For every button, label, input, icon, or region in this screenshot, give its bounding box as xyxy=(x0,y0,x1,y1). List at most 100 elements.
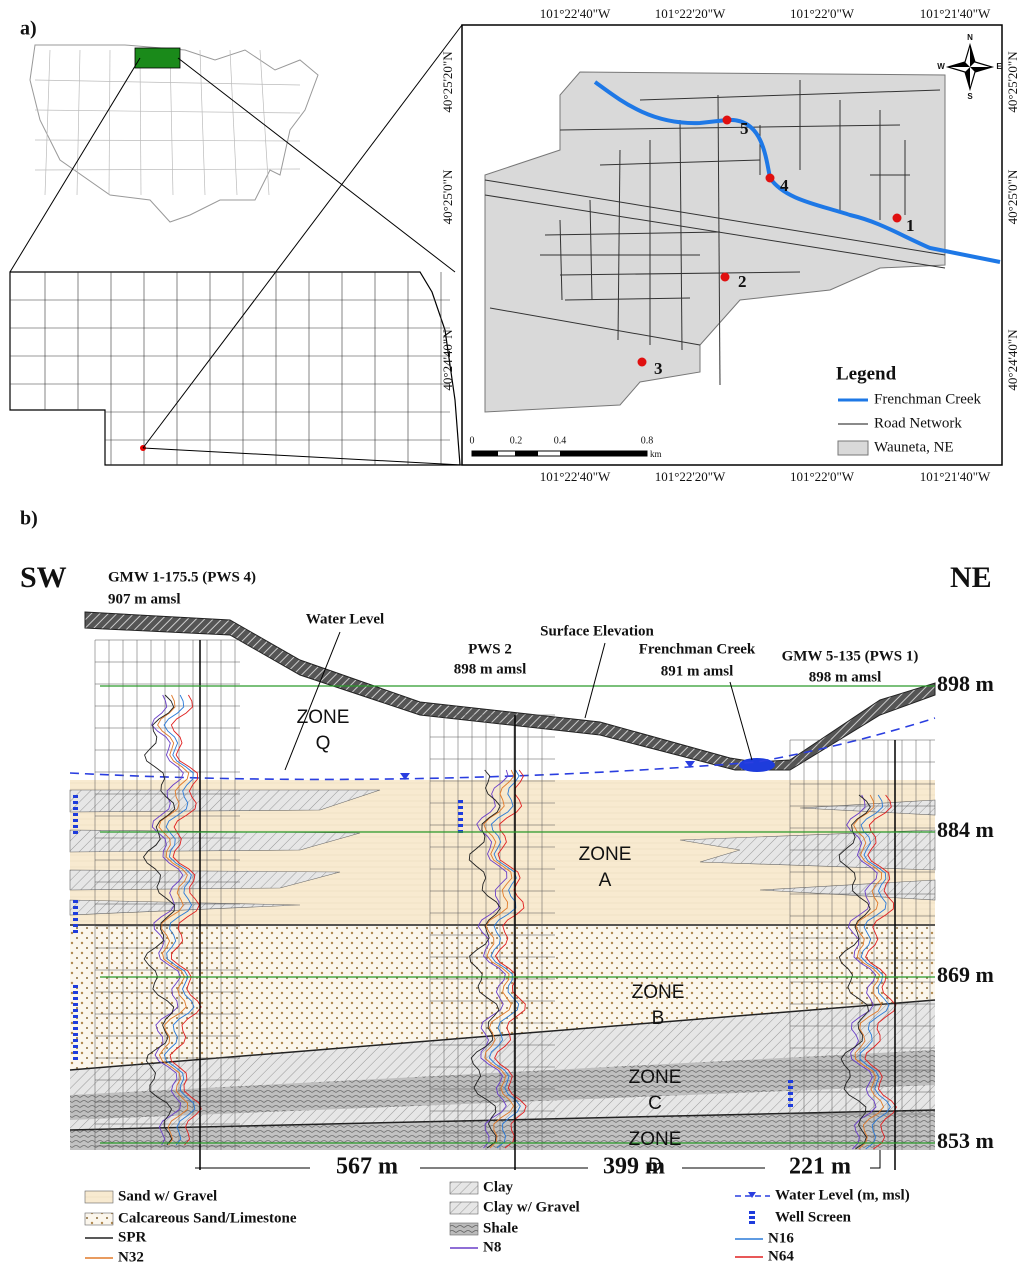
us-outline xyxy=(30,45,318,222)
latitude-label: 40°25'0"N xyxy=(440,169,455,224)
well-screen xyxy=(788,1092,793,1095)
legend-title: Legend xyxy=(836,363,897,384)
scale-label: 0.2 xyxy=(510,435,523,446)
zone-label: A xyxy=(599,870,612,891)
elevation-label: 884 m xyxy=(937,817,994,842)
legend-item: Clay w/ Gravel xyxy=(483,1199,580,1215)
annotation: 898 m amsl xyxy=(809,669,882,685)
well-screen xyxy=(788,1086,793,1089)
panel-label: b) xyxy=(20,508,38,530)
annotation: Water Level xyxy=(306,611,384,627)
legend-item: N8 xyxy=(483,1239,501,1255)
compass-label: S xyxy=(967,92,973,101)
well-screen xyxy=(73,813,78,816)
well-screen xyxy=(73,1015,78,1018)
zone-label: B xyxy=(652,1008,665,1029)
figure: a)12345101°22'40"W101°22'40"W101°22'20"W… xyxy=(0,0,1025,1268)
well-marker xyxy=(638,358,647,367)
well-screen xyxy=(73,1021,78,1024)
compass-label: E xyxy=(996,62,1002,71)
well-screen xyxy=(73,924,78,927)
annotation: 907 m amsl xyxy=(108,591,181,607)
legend-item: Sand w/ Gravel xyxy=(118,1188,217,1204)
well-label: 2 xyxy=(738,272,747,291)
legend-swatch xyxy=(748,1192,756,1198)
latitude-label: 40°24'40"N xyxy=(1005,329,1020,391)
well-screen xyxy=(788,1098,793,1101)
well-screen xyxy=(73,825,78,828)
annotation: 891 m amsl xyxy=(661,663,734,679)
legend-item: SPR xyxy=(118,1229,147,1245)
creek-water xyxy=(739,758,775,772)
well-screen xyxy=(73,918,78,921)
latitude-label: 40°25'0"N xyxy=(1005,169,1020,224)
well-screen xyxy=(788,1104,793,1107)
legend-item: Clay xyxy=(483,1179,514,1195)
well-screen xyxy=(73,1009,78,1012)
well-screen xyxy=(73,807,78,810)
well-label: 1 xyxy=(906,216,915,235)
well-screen xyxy=(73,1033,78,1036)
distance-label: 399 m xyxy=(603,1154,665,1180)
direction-label: NE xyxy=(950,561,992,594)
zone-label: ZONE xyxy=(632,982,685,1003)
legend-swatch xyxy=(450,1182,478,1194)
longitude-label: 101°22'40"W xyxy=(540,469,611,484)
distance-label: 567 m xyxy=(336,1154,398,1180)
well-screen xyxy=(458,824,463,827)
longitude-label: 101°21'40"W xyxy=(920,6,991,21)
scale-bar-fill xyxy=(560,451,647,456)
annotation: Frenchman Creek xyxy=(639,641,756,657)
scale-label: 0 xyxy=(470,435,475,446)
well-screen xyxy=(73,819,78,822)
well-screen xyxy=(458,800,463,803)
legend-item: Frenchman Creek xyxy=(874,391,982,407)
well-screen xyxy=(73,1039,78,1042)
legend-item: N32 xyxy=(118,1249,144,1265)
longitude-label: 101°22'20"W xyxy=(655,6,726,21)
compass-label: N xyxy=(967,33,973,42)
well-screen xyxy=(73,930,78,933)
latitude-label: 40°25'20"N xyxy=(440,51,455,113)
well-label: 3 xyxy=(654,359,663,378)
scale-unit: km xyxy=(650,449,662,459)
longitude-label: 101°21'40"W xyxy=(920,469,991,484)
well-label: 4 xyxy=(780,176,789,195)
well-screen xyxy=(73,906,78,909)
well-label: 5 xyxy=(740,119,749,138)
latitude-label: 40°25'20"N xyxy=(1005,51,1020,113)
annotation: PWS 2 xyxy=(468,641,512,657)
zone-label: ZONE xyxy=(297,707,350,728)
well-marker xyxy=(721,273,730,282)
legend-swatch xyxy=(85,1191,113,1203)
legend-item: Calcareous Sand/Limestone xyxy=(118,1210,297,1226)
scale-label: 0.4 xyxy=(554,435,567,446)
legend-swatch xyxy=(838,441,868,455)
annotation: Surface Elevation xyxy=(540,623,654,639)
well-screen xyxy=(458,812,463,815)
annotation: 898 m amsl xyxy=(454,661,527,677)
well-screen xyxy=(73,1045,78,1048)
latitude-label: 40°24'40"N xyxy=(440,329,455,391)
well-screen xyxy=(73,831,78,834)
annotation: GMW 1-175.5 (PWS 4) xyxy=(108,569,256,585)
well-marker xyxy=(893,214,902,223)
distance-line xyxy=(870,1150,880,1168)
well-screen xyxy=(73,801,78,804)
legend-swatch xyxy=(450,1223,478,1235)
zone-label: ZONE xyxy=(579,844,632,865)
legend-item: Shale xyxy=(483,1220,518,1236)
zone-label: ZONE xyxy=(629,1129,682,1150)
well-screen xyxy=(458,806,463,809)
legend-swatch xyxy=(450,1202,478,1214)
longitude-label: 101°22'20"W xyxy=(655,469,726,484)
well-screen xyxy=(73,1027,78,1030)
elevation-label: 869 m xyxy=(937,962,994,987)
elevation-label: 898 m xyxy=(937,671,994,696)
legend-item: Road Network xyxy=(874,415,962,431)
zone-label: C xyxy=(648,1093,662,1114)
well-screen xyxy=(73,900,78,903)
direction-label: SW xyxy=(20,561,67,594)
well-marker xyxy=(723,116,732,125)
compass-label: W xyxy=(937,62,945,71)
